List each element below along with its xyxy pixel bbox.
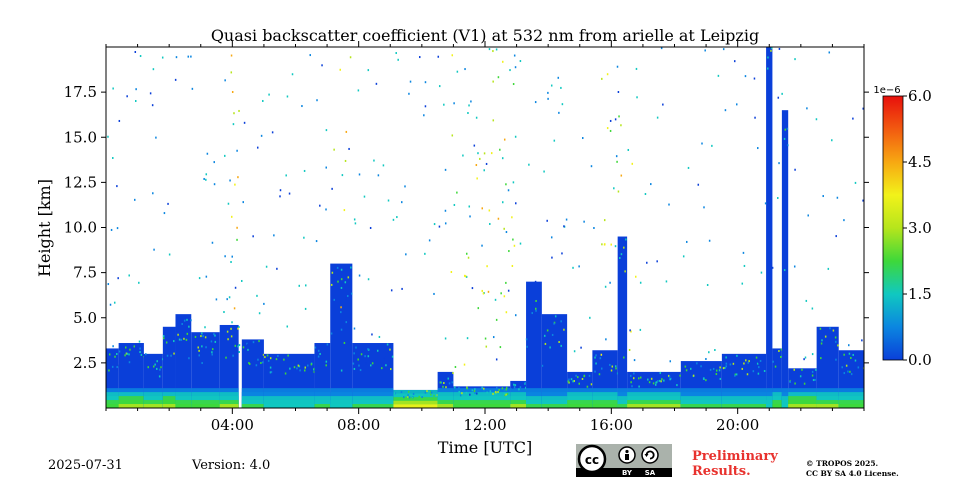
y-axis: 2.5 5.0 7.5 10.0 12.5 15.0 17.5: [64, 83, 869, 372]
backscatter-region: [721, 353, 767, 408]
y-tick-label: 12.5: [64, 173, 97, 191]
backscatter-region: [567, 371, 593, 408]
x-tick-label: 20:00: [716, 416, 759, 434]
x-axis: 04:00 08:00 12:00 16:00 20:00: [105, 41, 865, 434]
backscatter-region: [766, 47, 773, 408]
backscatter-region: [191, 332, 220, 408]
backscatter-region: [680, 361, 722, 408]
backscatter-region: [541, 314, 568, 408]
backscatter-region: [143, 353, 164, 408]
backscatter-region: [330, 263, 353, 408]
colorbar-tick-label: 1.5: [908, 285, 932, 303]
colorbar-scale-label: 1e−6: [873, 85, 900, 96]
x-axis-label: Time [UTC]: [438, 438, 532, 457]
backscatter-region: [314, 343, 331, 408]
backscatter-region: [219, 324, 240, 408]
copyright-line-2: CC BY SA 4.0 License.: [806, 469, 899, 478]
date-label: 2025-07-31: [48, 458, 123, 473]
backscatter-region: [772, 348, 784, 408]
preliminary-results-note: Preliminary Results.: [692, 449, 778, 479]
backscatter-region: [526, 281, 542, 408]
y-tick-label: 5.0: [73, 309, 97, 327]
backscatter-region: [162, 326, 176, 408]
badge-sa-label: SA: [645, 469, 656, 477]
cc-by-sa-badge: cc BY SA: [576, 444, 672, 477]
y-tick-label: 15.0: [64, 128, 97, 146]
y-tick-label: 10.0: [64, 219, 97, 237]
backscatter-region: [838, 350, 864, 408]
backscatter-region: [453, 386, 511, 408]
colorbar-tick-label: 4.5: [908, 153, 932, 171]
y-tick-label: 17.5: [64, 83, 97, 101]
sa-share-icon: [641, 446, 659, 464]
backscatter-region: [617, 236, 628, 408]
backscatter-region: [263, 353, 316, 408]
chart-title: Quasi backscatter coefficient (V1) at 53…: [211, 26, 759, 45]
preliminary-line-2: Results.: [692, 464, 751, 479]
colorbar-tick-label: 0.0: [908, 351, 932, 369]
backscatter-region: [352, 343, 394, 408]
x-tick-label: 04:00: [211, 416, 254, 434]
colorbar-tick-label: 6.0: [908, 87, 932, 105]
svg-text:cc: cc: [585, 453, 599, 467]
backscatter-region: [175, 314, 192, 408]
y-tick-label: 2.5: [73, 354, 97, 372]
x-tick-label: 08:00: [337, 416, 380, 434]
y-tick-label: 7.5: [73, 264, 97, 282]
noise-speckle: [107, 47, 864, 373]
backscatter-region: [816, 326, 839, 408]
cc-icon: [577, 444, 607, 474]
preliminary-line-1: Preliminary: [692, 449, 778, 464]
badge-by-label: BY: [622, 469, 633, 477]
copyright-line-1: © TROPOS 2025.: [806, 459, 879, 468]
x-tick-label: 16:00: [590, 416, 633, 434]
backscatter-region: [592, 350, 619, 408]
y-axis-label: Height [km]: [35, 179, 54, 277]
colorbar-tick-label: 3.0: [908, 219, 932, 237]
backscatter-region: [627, 371, 681, 408]
backscatter-region: [118, 343, 145, 408]
backscatter-region: [241, 339, 265, 408]
version-label: Version: 4.0: [192, 458, 271, 473]
backscatter-region: [781, 110, 789, 408]
backscatter-region: [393, 389, 440, 408]
backscatter-region: [106, 348, 121, 408]
x-tick-label: 12:00: [463, 416, 506, 434]
copyright-note: © TROPOS 2025. CC BY SA 4.0 License.: [806, 459, 899, 479]
colorbar-gradient: [882, 95, 904, 361]
backscatter-region: [510, 380, 527, 408]
colorbar: 1e−6 0.0 1.5 3.0 4.5 6.0: [873, 85, 931, 369]
backscatter-region: [437, 371, 454, 408]
backscatter-region: [788, 368, 817, 408]
plot-area: [106, 47, 864, 408]
